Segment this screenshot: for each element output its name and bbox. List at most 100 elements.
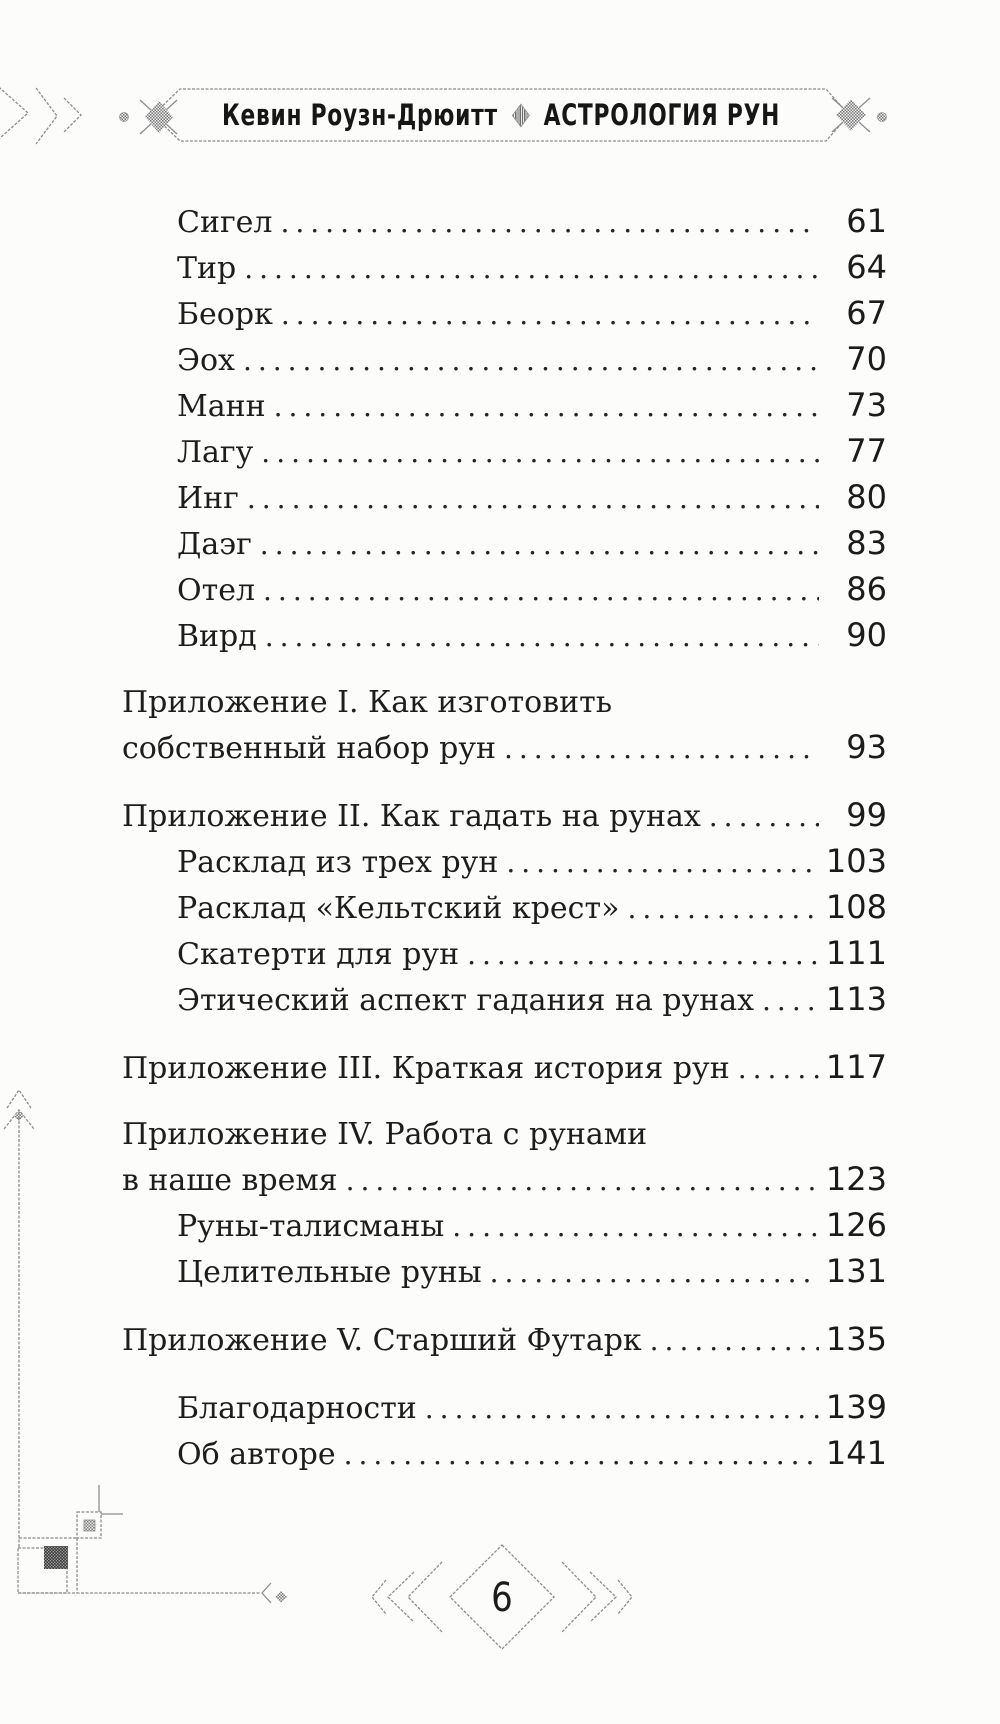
dot-leader bbox=[627, 887, 819, 931]
left-chevron-icon bbox=[407, 1561, 443, 1633]
toc-entry-page-number: 135 bbox=[825, 1320, 887, 1358]
diamond-ornament-icon bbox=[14, 1111, 24, 1121]
toc-entry-page-number: 141 bbox=[825, 1434, 887, 1472]
book-title: АСТРОЛОГИЯ РУН bbox=[543, 98, 781, 132]
toc-entry: Манн 73 bbox=[122, 383, 887, 429]
dot-leader bbox=[490, 1251, 819, 1295]
small-square-ornament bbox=[76, 1511, 102, 1539]
dot-leader bbox=[425, 1387, 819, 1431]
toc-entry-page-number: 99 bbox=[846, 796, 887, 834]
left-chevron-icon bbox=[63, 97, 82, 133]
toc-entry: Этический аспект гадания на рунах 113 bbox=[122, 977, 887, 1023]
toc-entry: Скатерти для рун 111 bbox=[122, 931, 887, 977]
dot-leader bbox=[762, 979, 819, 1023]
arrow-up-icon bbox=[6, 1088, 32, 1109]
dot-leader bbox=[280, 201, 819, 245]
dot-leader bbox=[247, 477, 819, 521]
dot-leader bbox=[650, 1319, 819, 1363]
dot-leader bbox=[244, 247, 819, 291]
toc-entry-label: Целительные руны bbox=[177, 1255, 482, 1290]
table-of-contents: Сигел 61 Тир 64 Беорк 67 Эох 70 Манн 73 Лагу 77 Инг 8… bbox=[122, 199, 887, 1477]
toc-entry-page-number: 61 bbox=[846, 202, 887, 240]
dot-leader bbox=[346, 1159, 819, 1203]
toc-entry-page-number: 93 bbox=[846, 728, 887, 766]
toc-entry: Инг 80 bbox=[122, 475, 887, 521]
dot-leader bbox=[504, 727, 819, 771]
toc-entry-page-number: 131 bbox=[825, 1252, 887, 1290]
toc-entry: Беорк 67 bbox=[122, 291, 887, 337]
toc-entry: Отел 86 bbox=[122, 567, 887, 613]
toc-entry-page-number: 117 bbox=[825, 1048, 887, 1086]
toc-entry: Вирд 90 bbox=[122, 613, 887, 659]
toc-entry-label: Эох bbox=[177, 343, 235, 378]
arrow-up-icon bbox=[3, 1108, 35, 1130]
toc-entry: Тир 64 bbox=[122, 245, 887, 291]
toc-entry-label: Скатерти для рун bbox=[177, 937, 460, 972]
dot-leader bbox=[261, 431, 819, 475]
toc-entry-label: Приложение V. Старший Футарк bbox=[122, 1323, 642, 1358]
toc-entry-label: Расклад «Кельтский крест» bbox=[177, 891, 620, 926]
toc-entry-label: Отел bbox=[177, 573, 256, 608]
filled-square-ornament bbox=[44, 1546, 68, 1569]
toc-entry-page-number: 70 bbox=[846, 340, 887, 378]
right-chevron-icon bbox=[561, 1561, 597, 1633]
toc-entry-label: Приложение II. Как гадать на рунах bbox=[122, 799, 701, 834]
page-number: 6 bbox=[491, 1574, 513, 1620]
dot-leader bbox=[467, 933, 819, 977]
diamond-ornament-icon bbox=[275, 1591, 287, 1603]
toc-entry-label: Тир bbox=[177, 251, 237, 286]
toc-entry: Лагу 77 bbox=[122, 429, 887, 475]
left-chevron-icon bbox=[35, 87, 58, 145]
toc-entry: Расклад из трех рун 103 bbox=[122, 839, 887, 885]
toc-entry-page-number: 123 bbox=[825, 1160, 887, 1198]
left-chevron-icon bbox=[387, 1571, 415, 1623]
dot-leader bbox=[263, 569, 819, 613]
right-chevron-icon bbox=[589, 1571, 617, 1623]
toc-entry-page-number: 77 bbox=[846, 432, 887, 470]
diamond-separator-icon bbox=[511, 102, 530, 128]
toc-entry: Приложение III. Краткая история рун 117 bbox=[122, 1045, 887, 1091]
toc-entry-label: Приложение III. Краткая история рун bbox=[122, 1051, 730, 1086]
toc-entry-label: Расклад из трех рун bbox=[177, 845, 499, 880]
toc-entry-label: Манн bbox=[177, 389, 266, 424]
toc-entry: Благодарности 139 bbox=[122, 1385, 887, 1431]
toc-entry-label: Инг bbox=[177, 481, 239, 516]
dot-leader bbox=[281, 293, 819, 337]
dot-leader bbox=[344, 1433, 819, 1477]
diamond-ornament-icon bbox=[145, 101, 173, 133]
toc-entry-label: Приложение I. Как изготовить bbox=[122, 685, 613, 720]
page-number-diamond-frame bbox=[449, 1544, 555, 1650]
page-footer: 6 bbox=[371, 1544, 633, 1650]
toc-entry-label: Руны-талисманы bbox=[177, 1209, 445, 1244]
dot-leader bbox=[265, 615, 819, 659]
toc-entry-page-number: 139 bbox=[825, 1388, 887, 1426]
dot-leader bbox=[452, 1205, 819, 1249]
dot-leader bbox=[709, 795, 819, 839]
toc-entry-page-number: 90 bbox=[846, 616, 887, 654]
toc-entry: Приложение V. Старший Футарк 135 bbox=[122, 1317, 887, 1363]
end-chevron-icon bbox=[261, 1582, 272, 1604]
right-chevron-icon bbox=[617, 1579, 633, 1615]
toc-entry: Приложение II. Как гадать на рунах 99 bbox=[122, 793, 887, 839]
left-margin-ornament bbox=[3, 1088, 287, 1604]
toc-entry-page-number: 108 bbox=[825, 888, 887, 926]
diamond-ornament-icon bbox=[836, 99, 866, 131]
toc-entry: Расклад «Кельтский крест» 108 bbox=[122, 885, 887, 931]
toc-entry-label: Беорк bbox=[177, 297, 273, 332]
toc-entry-page-number: 64 bbox=[846, 248, 887, 286]
toc-entry: Целительные руны 131 bbox=[122, 1249, 887, 1295]
toc-entry: Сигел 61 bbox=[122, 199, 887, 245]
dot-leader bbox=[260, 523, 819, 567]
toc-entry-page-number: 86 bbox=[846, 570, 887, 608]
dot-ornament-icon bbox=[119, 112, 129, 122]
toc-entry-label: в наше время bbox=[122, 1163, 338, 1198]
toc-entry: Даэг 83 bbox=[122, 521, 887, 567]
dot-ornament-icon bbox=[877, 112, 887, 122]
toc-entry-label: Сигел bbox=[177, 205, 273, 240]
dot-leader bbox=[738, 1047, 819, 1091]
toc-entry-label: Вирд bbox=[177, 619, 257, 654]
toc-entry-label: Об авторе bbox=[177, 1437, 336, 1472]
toc-entry-label: Лагу bbox=[177, 435, 254, 470]
dot-leader bbox=[243, 339, 819, 383]
